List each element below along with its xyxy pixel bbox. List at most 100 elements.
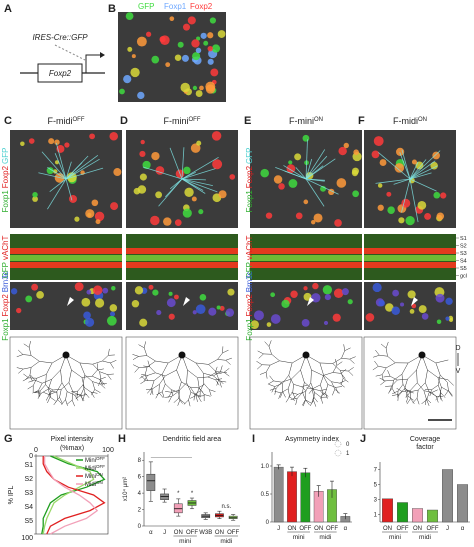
y-tick-label: 0.5	[261, 492, 270, 498]
cell	[146, 31, 152, 37]
neurite	[258, 353, 264, 359]
neurite	[393, 373, 403, 381]
neurite	[190, 395, 197, 399]
legend-sup: OFF	[96, 456, 105, 461]
layer-label: S3	[460, 251, 467, 257]
cell	[168, 291, 173, 296]
neurite	[36, 374, 47, 379]
neurite	[310, 382, 315, 393]
panel-letter: A	[4, 3, 12, 15]
neurite	[161, 362, 169, 375]
cell	[405, 215, 415, 226]
neurite	[322, 375, 329, 385]
x-tick-label: OFF	[299, 526, 311, 532]
neurite	[147, 360, 156, 368]
panel-letter: D	[120, 115, 128, 127]
vacht-band	[364, 262, 456, 268]
series-line	[42, 455, 95, 535]
row-label: GFP vAChT	[1, 235, 10, 278]
neurite	[90, 391, 98, 394]
neurite	[319, 362, 333, 364]
neurite	[348, 367, 354, 372]
neurite	[397, 394, 399, 401]
title-sup: ON	[418, 117, 427, 123]
dendrite	[47, 167, 67, 180]
neurite	[427, 369, 439, 378]
arrow-head	[100, 52, 105, 58]
neurite	[417, 382, 425, 391]
cell	[313, 213, 323, 223]
cell	[372, 282, 382, 293]
x-axis-label: (%max)	[60, 445, 84, 452]
neurite	[279, 360, 293, 364]
legend-label: GFP	[138, 2, 154, 11]
neurite	[61, 382, 68, 392]
cell	[352, 190, 360, 198]
cell	[303, 286, 308, 291]
legend-name: Mini	[85, 458, 96, 464]
cell	[123, 74, 132, 84]
neurite	[84, 374, 93, 382]
neurite	[447, 382, 449, 391]
neurite	[152, 384, 160, 390]
cell	[139, 318, 148, 327]
neurite	[38, 390, 41, 398]
neurite	[48, 379, 52, 390]
neurite	[385, 379, 394, 382]
neurite	[437, 374, 441, 386]
cell	[150, 215, 160, 226]
cell	[435, 293, 445, 303]
cell	[168, 313, 175, 320]
row-label-word: Brn3c	[245, 271, 254, 292]
neurite	[195, 362, 209, 365]
cell	[159, 36, 166, 43]
vacht-band	[250, 262, 362, 268]
row-label-word: Brn3c	[1, 271, 10, 292]
neurite	[23, 343, 30, 348]
neurite	[195, 387, 200, 396]
neurite	[143, 341, 146, 348]
neurite	[140, 375, 147, 381]
neurite	[74, 394, 82, 396]
bar	[382, 498, 393, 523]
neurite	[66, 399, 73, 405]
dendrite	[305, 149, 326, 180]
cell	[151, 55, 160, 64]
dendrite	[38, 172, 67, 180]
neurite	[223, 372, 230, 377]
neurite	[92, 360, 103, 365]
neurite	[173, 398, 179, 403]
cell	[32, 192, 38, 198]
neurite	[178, 398, 183, 404]
neurite	[90, 391, 95, 398]
cell	[28, 138, 35, 144]
neurite	[71, 391, 74, 401]
neurite	[219, 381, 222, 388]
construct-label: IRES-Cre::GFP	[32, 33, 88, 42]
cell	[209, 17, 216, 24]
neurite	[372, 366, 379, 371]
cell	[133, 187, 141, 195]
row-label-word: Foxp2	[245, 165, 254, 188]
dendrite	[165, 178, 183, 198]
neurite	[155, 372, 166, 377]
panel-title: F-miniON	[289, 116, 323, 126]
cell	[265, 212, 273, 219]
cell	[273, 175, 283, 184]
neurite	[190, 391, 199, 397]
cell	[424, 212, 432, 220]
neurite	[56, 391, 58, 400]
cell	[334, 219, 342, 227]
group-label: midi	[319, 534, 331, 541]
dendrite	[65, 167, 104, 180]
neurite	[178, 391, 181, 400]
neurite	[110, 362, 114, 369]
row-label-word: Foxp1	[245, 318, 254, 341]
cell	[111, 286, 116, 291]
neurite	[301, 384, 308, 387]
cell	[32, 196, 38, 202]
neurite	[291, 369, 301, 380]
neurite	[310, 370, 312, 383]
cell	[102, 287, 109, 294]
cell	[131, 300, 140, 308]
